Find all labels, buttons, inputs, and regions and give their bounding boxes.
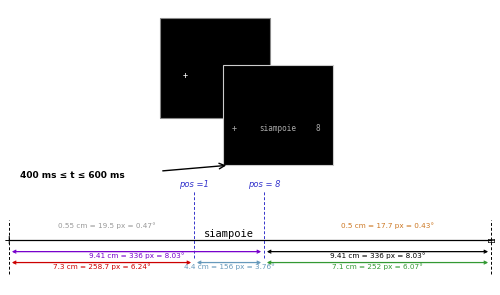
Text: pos = 8: pos = 8: [248, 180, 280, 189]
Text: 0.5 cm = 17.7 px = 0.43°: 0.5 cm = 17.7 px = 0.43°: [341, 222, 434, 229]
Bar: [222, 65, 332, 165]
Text: pos =1: pos =1: [179, 180, 209, 189]
Text: 7.3 cm = 258.7 px = 6.24°: 7.3 cm = 258.7 px = 6.24°: [52, 263, 150, 270]
Text: 4.4 cm = 156 px = 3.76°: 4.4 cm = 156 px = 3.76°: [184, 263, 274, 270]
Text: +: +: [4, 234, 15, 247]
Text: 9.41 cm = 336 px = 8.03°: 9.41 cm = 336 px = 8.03°: [89, 253, 184, 259]
Text: siampoie: siampoie: [259, 124, 296, 133]
Text: 0.55 cm = 19.5 px = 0.47°: 0.55 cm = 19.5 px = 0.47°: [58, 222, 156, 229]
Text: +: +: [232, 124, 236, 133]
Text: 7.1 cm = 252 px = 6.07°: 7.1 cm = 252 px = 6.07°: [332, 263, 423, 270]
Text: 8: 8: [315, 124, 320, 133]
Text: 400 ms ≤ t ≤ 600 ms: 400 ms ≤ t ≤ 600 ms: [20, 171, 125, 180]
Text: +: +: [182, 71, 188, 80]
Text: siampoie: siampoie: [204, 229, 254, 239]
Text: 9.41 cm = 336 px = 8.03°: 9.41 cm = 336 px = 8.03°: [330, 253, 425, 259]
Bar: [160, 18, 270, 118]
